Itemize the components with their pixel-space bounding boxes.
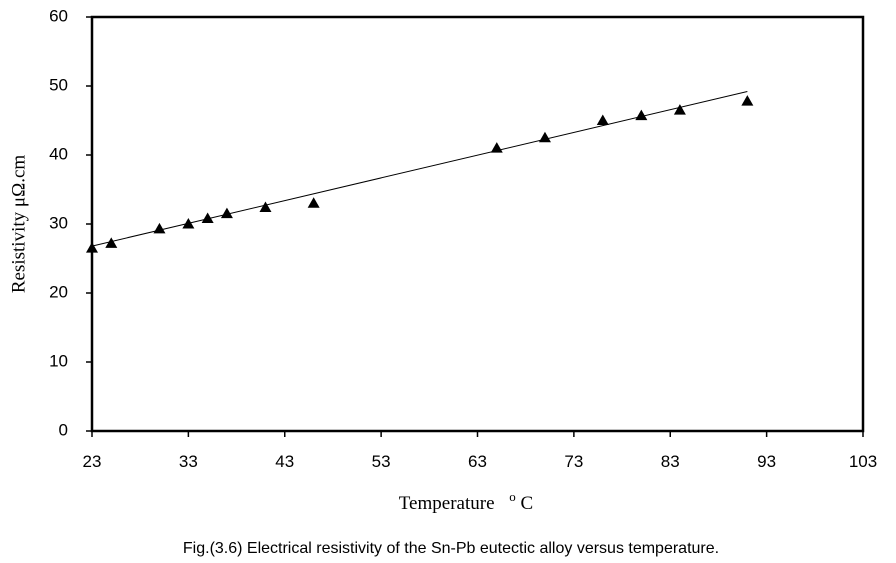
x-axis-ticks [91, 431, 864, 437]
data-point-triangle [490, 142, 503, 153]
y-axis-tick-labels: 0 10 20 30 40 50 60 [49, 6, 68, 439]
data-points [86, 95, 754, 253]
y-tick-label: 30 [49, 213, 68, 232]
y-tick-label: 50 [49, 75, 68, 94]
y-tick-label: 0 [59, 420, 68, 439]
plot-area-frame [90, 15, 865, 433]
x-tick-label: 83 [661, 452, 680, 471]
data-point-triangle [307, 197, 320, 208]
x-axis-tick-labels: 23 33 43 53 63 73 83 93 103 [83, 452, 878, 471]
x-axis-title-text: Temperature [399, 493, 495, 514]
data-point-triangle [182, 218, 195, 229]
x-tick-label: 23 [83, 452, 102, 471]
data-point-triangle [673, 104, 686, 115]
x-tick-label: 33 [179, 452, 198, 471]
data-point-triangle [220, 207, 233, 219]
x-tick-label: 43 [275, 452, 294, 471]
y-axis-ticks [86, 16, 92, 432]
y-tick-label: 40 [49, 144, 68, 163]
data-point-triangle [635, 109, 648, 121]
data-point-triangle [538, 131, 551, 143]
data-point-triangle [153, 222, 166, 234]
x-tick-label: 53 [372, 452, 391, 471]
y-tick-label: 60 [49, 6, 68, 25]
data-point-triangle [201, 212, 214, 223]
x-axis-title: Temperature o C [399, 485, 533, 514]
data-point-triangle [105, 237, 118, 248]
x-tick-label: 93 [757, 452, 776, 471]
data-point-triangle [596, 114, 609, 125]
x-tick-label: 103 [849, 452, 877, 471]
x-axis-unit-superscript: o [509, 489, 516, 504]
y-tick-label: 10 [49, 351, 68, 370]
data-point-triangle [259, 201, 272, 212]
x-tick-label: 63 [468, 452, 487, 471]
x-axis-unit: C [521, 493, 534, 514]
figure-caption: Fig.(3.6) Electrical resistivity of the … [183, 540, 719, 557]
data-point-triangle [741, 95, 754, 106]
y-axis-title: Resistivity μΩ.cm [8, 155, 29, 294]
data-point-triangle [86, 242, 98, 253]
x-tick-label: 73 [564, 452, 583, 471]
y-tick-label: 20 [49, 282, 68, 301]
